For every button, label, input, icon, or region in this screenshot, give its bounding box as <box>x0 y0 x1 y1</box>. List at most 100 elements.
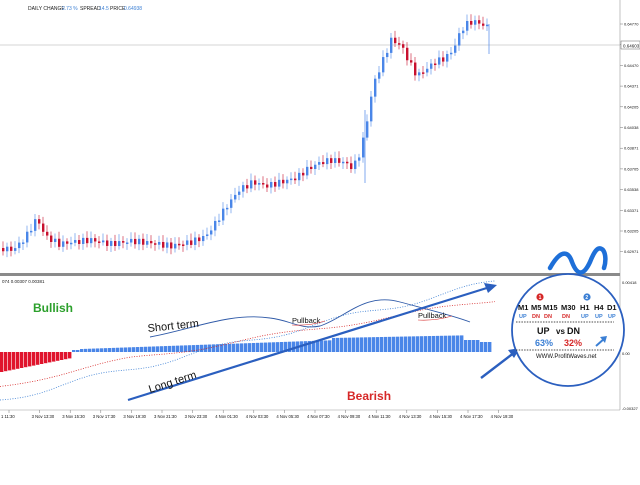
upper-dotted-line <box>0 280 496 401</box>
histogram-bar-positive <box>456 335 460 352</box>
candle-body <box>198 237 201 242</box>
histogram-bar-positive <box>376 337 380 352</box>
timeframe-label: M5 <box>531 303 541 312</box>
short-term-line <box>149 299 471 338</box>
candle-body <box>154 243 157 245</box>
histogram-bar-positive <box>196 344 200 352</box>
histogram-bar-negative <box>32 352 36 366</box>
candle-body <box>150 241 153 244</box>
panel-separator[interactable] <box>0 273 620 276</box>
long-term-trend-arrow <box>127 285 491 402</box>
candle-body <box>458 33 461 46</box>
histogram-bar-positive <box>128 347 132 352</box>
histogram-bar-positive <box>304 341 308 352</box>
time-tick-label: 4 Nov 03:30 <box>246 414 269 419</box>
candle-body <box>26 231 29 243</box>
histogram-bar-positive <box>232 343 236 352</box>
histogram-bar-positive <box>136 347 140 352</box>
histogram-bar-positive <box>120 347 124 352</box>
histogram-bar-positive <box>224 343 228 352</box>
timeframe-state: UP <box>581 314 589 320</box>
candle-body <box>190 240 193 245</box>
candle-body <box>170 242 173 249</box>
histogram-bar-positive <box>256 342 260 352</box>
histogram-bar-positive <box>284 341 288 352</box>
candle-body <box>126 242 129 244</box>
price-tick-label: 0.63371 <box>624 208 639 213</box>
histogram-bar-positive <box>360 337 364 352</box>
histogram-bar-positive <box>240 343 244 352</box>
price-tick-label: 0.63205 <box>624 229 639 234</box>
histogram-bar-positive <box>244 343 248 352</box>
candle-body <box>206 234 209 236</box>
candle-body <box>438 57 441 65</box>
histogram-bar-negative <box>12 352 16 370</box>
candle-body <box>454 45 457 53</box>
indicator-axis-zero: 0.00 <box>622 351 631 356</box>
indicator-header: 074 0.00307 0.00381 <box>2 279 45 284</box>
marker-2-label: 2 <box>585 295 588 301</box>
marker-1-label: 1 <box>539 295 542 301</box>
histogram-bar-positive <box>440 335 444 352</box>
histogram-bar-positive <box>140 346 144 352</box>
indicator-axis-top: 0.00418 <box>622 280 637 285</box>
candle-body <box>122 241 125 243</box>
candle-body <box>142 238 145 245</box>
candle-body <box>406 47 409 61</box>
histogram-bar-positive <box>340 337 344 352</box>
candle-body <box>34 219 37 231</box>
histogram-bar-positive <box>264 342 268 352</box>
histogram-bar-positive <box>252 342 256 352</box>
candle-body <box>334 158 337 163</box>
histogram-bar-positive <box>200 344 204 352</box>
candle-body <box>234 194 237 200</box>
price-axis: 0.64770 0.64603 0.64470 0.64371 0.64205 0.640… <box>619 0 640 410</box>
candle-body <box>262 183 265 185</box>
time-tick-label: 4 Nov 13:30 <box>399 414 422 419</box>
price-label: PRICE <box>110 6 126 12</box>
candle-body <box>110 241 113 246</box>
histogram-bar-positive <box>312 340 316 352</box>
price-chart-panel[interactable] <box>0 14 620 258</box>
price-tick-label: 0.63538 <box>624 187 639 192</box>
timeframe-label: H4 <box>594 303 604 312</box>
candle-body <box>18 242 21 249</box>
histogram-bar-positive <box>228 343 232 352</box>
candle-body <box>298 172 301 181</box>
price-tick-label: 0.64371 <box>624 84 639 89</box>
histogram-series <box>0 335 492 372</box>
histogram-bar-positive <box>156 346 160 352</box>
histogram-bar-positive <box>392 336 396 352</box>
candle-body <box>162 241 165 248</box>
timeframe-state: UP <box>595 314 603 320</box>
histogram-bar-positive <box>420 336 424 352</box>
candle-body <box>58 238 61 247</box>
histogram-bar-positive <box>408 336 412 352</box>
time-axis: 1 11:30 3 Nov 13:30 3 Nov 15:30 3 Nov 17:30… <box>0 409 620 419</box>
candle-body <box>46 231 49 236</box>
indicator-panel[interactable]: 074 0.00307 0.00381 Bullish Bearish Shor… <box>0 279 520 403</box>
histogram-bar-positive <box>328 340 332 352</box>
histogram-bar-negative <box>44 352 48 364</box>
indicator-axis: 0.00418 0.00 -0.00327 <box>622 280 639 411</box>
candle-body <box>78 240 81 244</box>
histogram-bar-positive <box>108 348 112 352</box>
candle-body <box>378 72 381 79</box>
candle-body <box>286 179 289 184</box>
histogram-bar-positive <box>84 348 88 352</box>
candle-body <box>266 184 269 188</box>
candle-body <box>82 237 85 244</box>
candle-body <box>182 244 185 246</box>
candle-body <box>230 199 233 208</box>
histogram-bar-positive <box>344 337 348 352</box>
candle-body <box>202 235 205 242</box>
vs-label: vs <box>556 327 565 336</box>
candle-body <box>258 183 261 185</box>
histogram-bar-positive <box>316 340 320 352</box>
candle-body <box>210 230 213 235</box>
candle-body <box>22 242 25 244</box>
candle-body <box>426 68 429 73</box>
candle-body <box>466 21 469 31</box>
